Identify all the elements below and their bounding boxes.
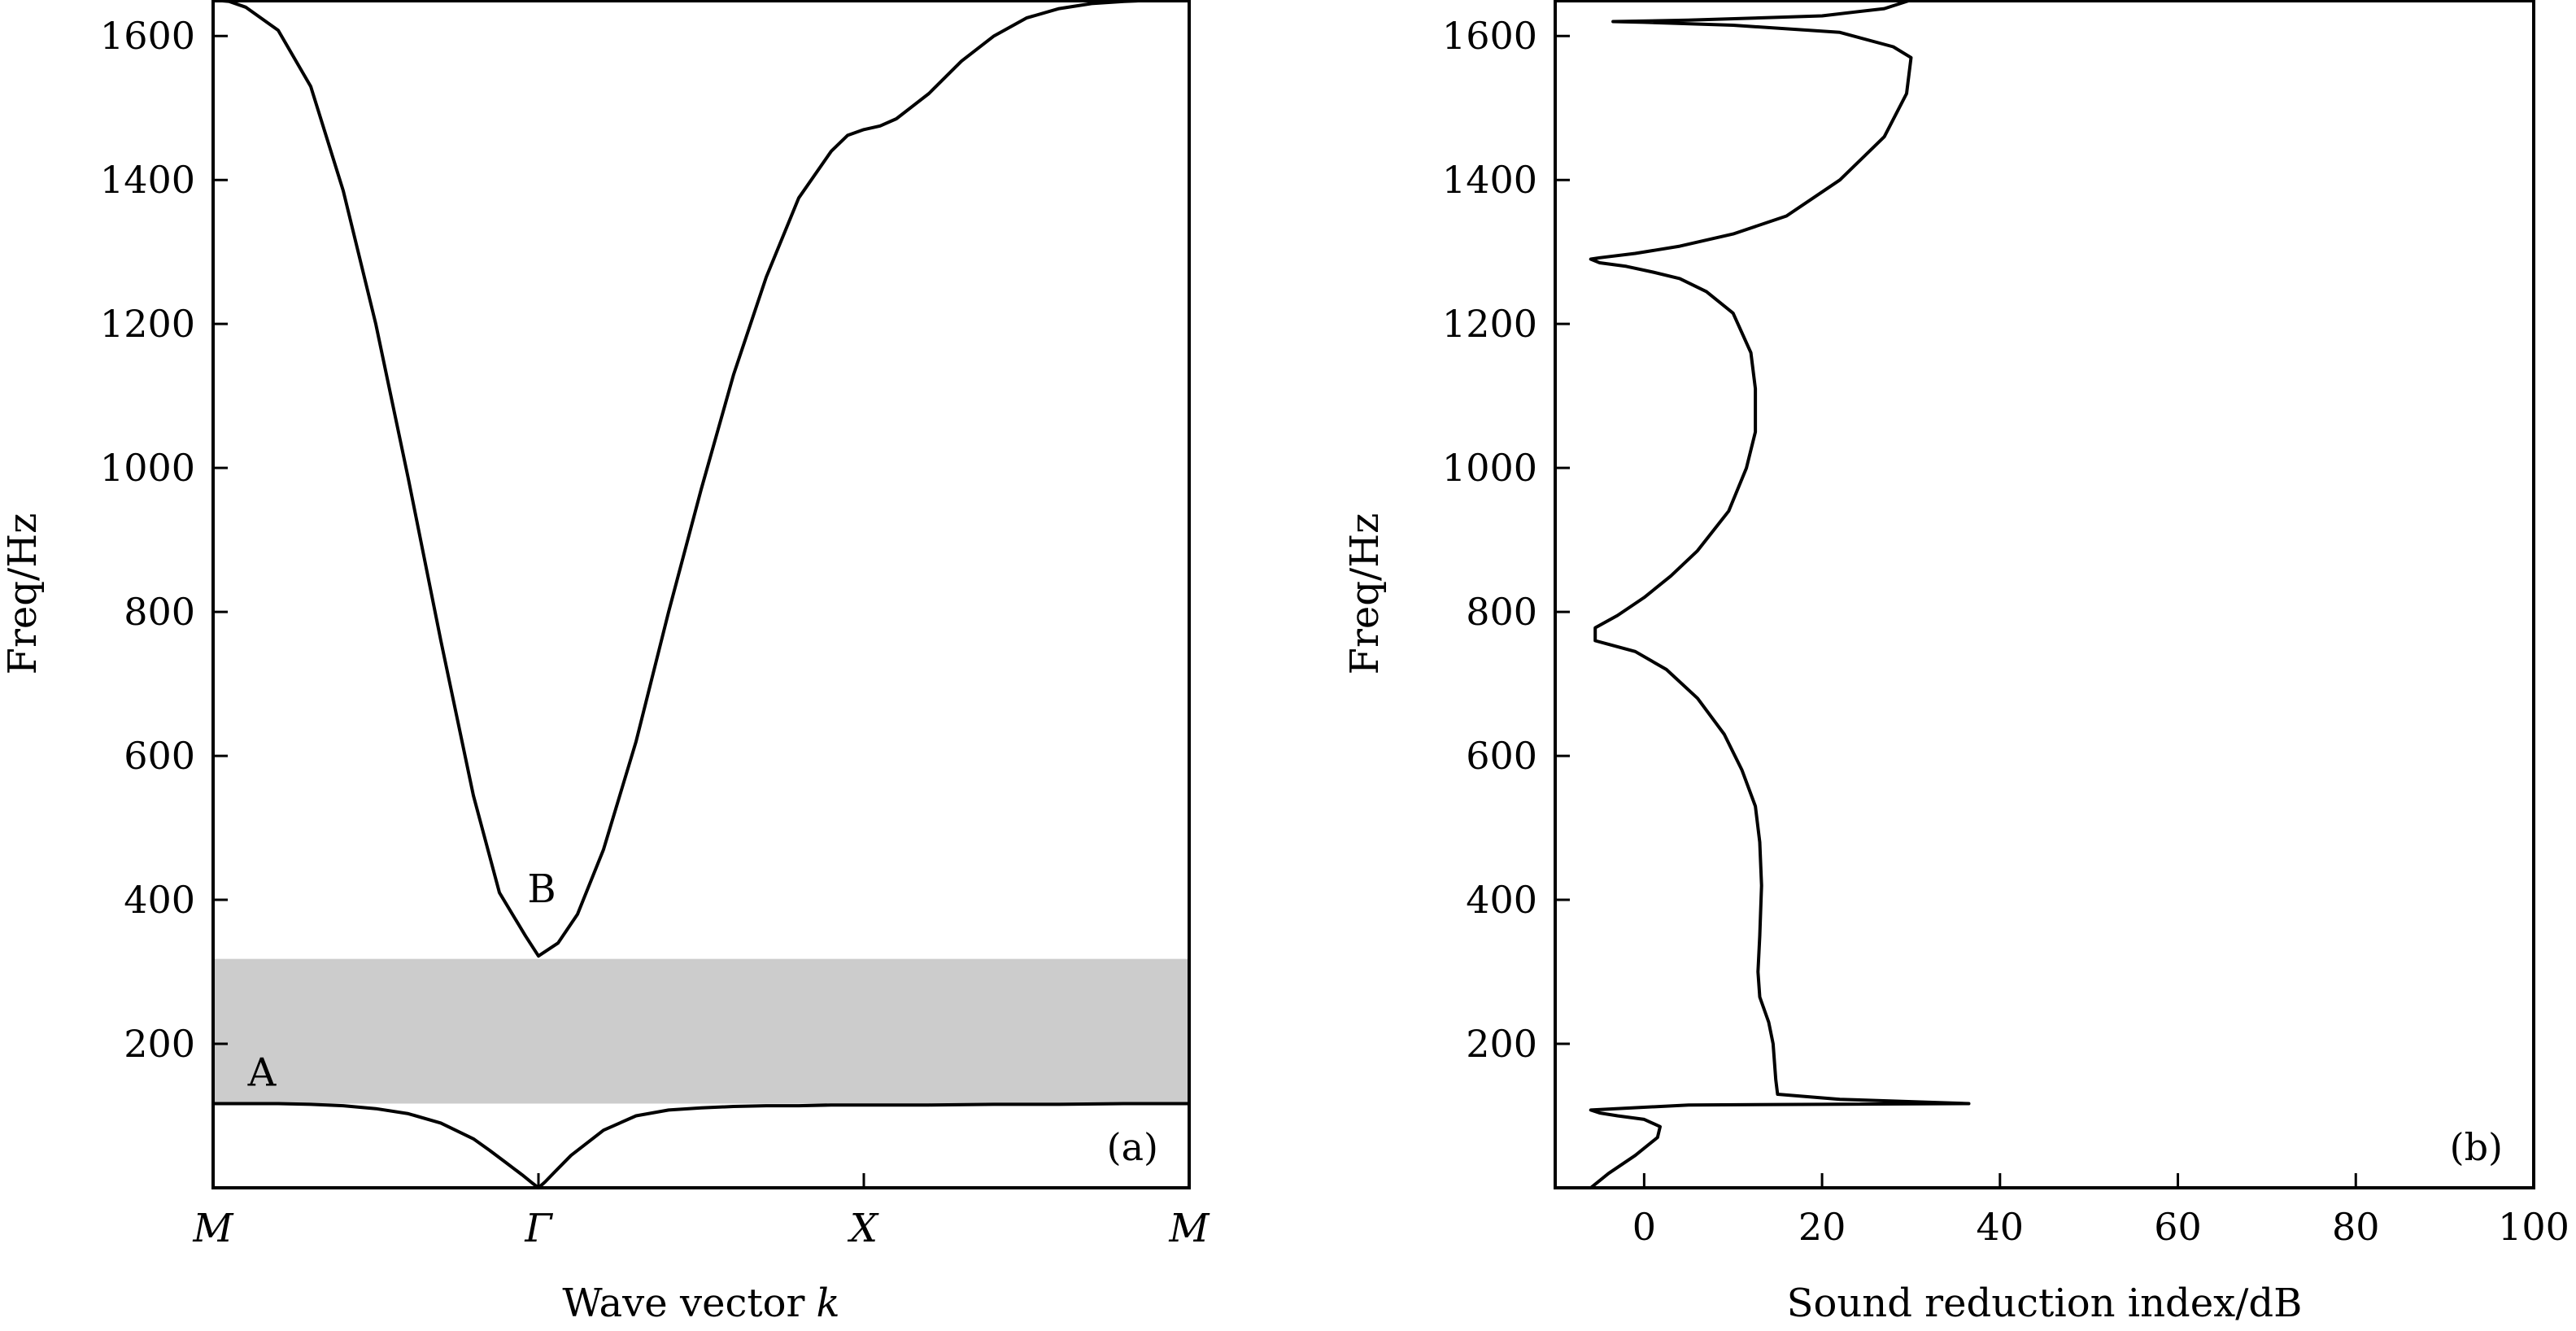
y-tick-label: 800 bbox=[124, 590, 195, 634]
y-tick-label: 1400 bbox=[1442, 158, 1537, 202]
y-tick-label: 200 bbox=[1466, 1022, 1537, 1066]
plot-frame bbox=[1554, 0, 2535, 1189]
x-axis-title: Sound reduction index/dB bbox=[1787, 1281, 2303, 1326]
y-tick-label: 600 bbox=[1466, 734, 1537, 778]
series-line-1 bbox=[1589, 0, 1971, 1189]
x-tick-label: Γ bbox=[524, 1206, 553, 1251]
panel-label: (a) bbox=[1107, 1125, 1158, 1169]
x-tick-label: 80 bbox=[2332, 1205, 2380, 1249]
y-tick-label: 1200 bbox=[1442, 302, 1537, 346]
band-gap-region bbox=[213, 958, 1189, 1104]
plot-frame bbox=[211, 0, 1191, 1189]
panel-a: 200 400 600 800 1000 1200 1400 1600 M Γ X M Freq/Hz W… bbox=[0, 0, 1210, 1326]
y-axis-title: Freq/Hz bbox=[1342, 513, 1388, 675]
y-tick-label: 800 bbox=[1466, 590, 1537, 634]
y-tick-label: 1600 bbox=[1442, 14, 1537, 58]
panel-label: (b) bbox=[2450, 1125, 2503, 1169]
y-tick-label: 1400 bbox=[100, 158, 195, 202]
y-tick-label: 1600 bbox=[100, 14, 195, 58]
x-tick-label: 0 bbox=[1632, 1205, 1656, 1249]
x-tick-label: 100 bbox=[2498, 1205, 2569, 1249]
x-tick-label: 20 bbox=[1798, 1205, 1846, 1249]
point-annotation: A bbox=[247, 1050, 277, 1095]
y-tick-label: 200 bbox=[124, 1022, 195, 1066]
y-tick-label: 1000 bbox=[100, 446, 195, 490]
x-axis-title-symbol: k bbox=[817, 1281, 840, 1326]
y-tick-label: 600 bbox=[124, 734, 195, 778]
y-axis-title: Freq/Hz bbox=[0, 513, 46, 675]
y-tick-label: 400 bbox=[1466, 878, 1537, 922]
y-tick-label: 1000 bbox=[1442, 446, 1537, 490]
y-tick-label: 400 bbox=[124, 878, 195, 922]
panel-b: 200 400 600 800 1000 1200 1400 1600 0 20 40 60 80 100… bbox=[1342, 0, 2569, 1326]
x-axis-title: Wave vector k bbox=[562, 1281, 839, 1326]
y-tick-label: 1200 bbox=[100, 302, 195, 346]
x-tick-label: 40 bbox=[1977, 1205, 2025, 1249]
x-tick-label: 60 bbox=[2154, 1205, 2202, 1249]
x-axis-title-text: Wave vector bbox=[562, 1281, 804, 1326]
x-tick-label: M bbox=[1168, 1206, 1210, 1251]
x-tick-label: M bbox=[192, 1206, 234, 1251]
series-line-1 bbox=[211, 1102, 1191, 1189]
point-annotation: B bbox=[527, 866, 556, 912]
x-tick-label: X bbox=[847, 1206, 879, 1251]
series-line-2 bbox=[211, 0, 1191, 958]
